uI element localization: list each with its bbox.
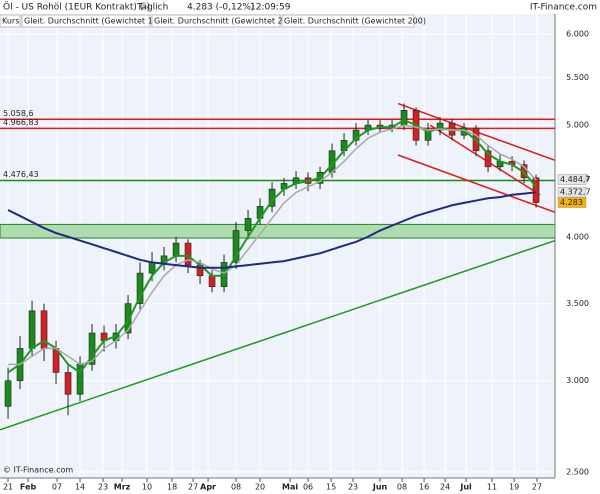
x-tick-label: 20 bbox=[255, 483, 265, 492]
y-tick-label: 6.000 bbox=[566, 29, 589, 38]
price-tag bbox=[557, 186, 587, 198]
moving-average bbox=[8, 124, 537, 366]
plot-bg bbox=[0, 14, 555, 478]
legend-box bbox=[21, 14, 151, 28]
x-tick-label: 06 bbox=[303, 483, 313, 492]
candle-body bbox=[88, 332, 96, 365]
price-tag-label: 4.283 bbox=[560, 198, 583, 207]
x-tick-label: 10 bbox=[142, 483, 152, 492]
legend-box bbox=[281, 14, 415, 28]
candle-body bbox=[136, 272, 144, 304]
footer: © IT-Finance.com bbox=[3, 466, 73, 475]
x-tick-label: Mai bbox=[282, 483, 298, 492]
title: Öl - US Rohöl (1EUR Kontrakt) (-) bbox=[3, 2, 150, 13]
candle-body bbox=[484, 150, 492, 168]
legend-box bbox=[151, 14, 281, 28]
x-tick-label: 08 bbox=[397, 483, 407, 492]
period: Täglich bbox=[136, 3, 168, 13]
candle-body bbox=[4, 380, 12, 407]
legend-entry: Gleit. Durchschnitt (Gewichtet 10) bbox=[24, 17, 161, 26]
x-tick-label: 23 bbox=[348, 483, 358, 492]
x-tick-label: 19 bbox=[509, 483, 519, 492]
y-tick-label: 5.500 bbox=[566, 73, 589, 82]
legend-entry: Kurs bbox=[2, 17, 19, 26]
x-tick-label: 27 bbox=[532, 483, 542, 492]
legend-entry: Gleit. Durchschnitt (Gewichtet 200) bbox=[284, 17, 426, 26]
x-tick-label: 27 bbox=[188, 483, 198, 492]
price-tag-label: 4.484,7 bbox=[560, 175, 591, 184]
x-tick-label: Feb bbox=[20, 483, 37, 492]
y-tick-label: 3.000 bbox=[566, 376, 589, 385]
legend-entry: Gleit. Durchschnitt (Gewichtet 20) bbox=[154, 17, 291, 26]
level-label: 4.966,83 bbox=[3, 118, 39, 127]
x-tick-label: Jul bbox=[459, 483, 472, 492]
candle-body bbox=[400, 110, 408, 126]
x-tick-label: 24 bbox=[440, 483, 450, 492]
x-tick-label: 16 bbox=[419, 483, 429, 492]
x-tick-label: 23 bbox=[98, 483, 108, 492]
y-tick-label: 2.500 bbox=[566, 467, 589, 476]
price-tag bbox=[557, 197, 587, 208]
x-tick-label: Jun bbox=[372, 483, 388, 492]
trendline bbox=[0, 239, 555, 431]
trendline bbox=[397, 154, 555, 214]
candle-body bbox=[64, 372, 72, 395]
candle-body bbox=[148, 262, 156, 274]
price-tag bbox=[557, 174, 587, 185]
y-tick-label: 4.000 bbox=[566, 232, 589, 241]
x-tick-label: Apr bbox=[200, 483, 216, 492]
candle-body bbox=[244, 218, 252, 231]
y-tick-label: 3.500 bbox=[566, 299, 589, 308]
candle-body bbox=[172, 242, 180, 257]
x-tick-label: 18 bbox=[167, 483, 177, 492]
candle-body bbox=[436, 122, 444, 131]
price-tag-label: 4.372,7 bbox=[560, 188, 591, 197]
level-label: 5.058,6 bbox=[3, 109, 34, 118]
brand: IT-Finance.com bbox=[530, 3, 597, 13]
time: 12:09:59 bbox=[250, 3, 291, 13]
candle-body bbox=[532, 177, 540, 203]
x-tick-label: 15 bbox=[326, 483, 336, 492]
candle-body bbox=[232, 230, 240, 263]
x-tick-label: 21 bbox=[3, 483, 13, 492]
price: 4.283 (-0,12%) bbox=[187, 3, 255, 13]
candle-body bbox=[124, 303, 132, 334]
x-tick-label: 14 bbox=[75, 483, 85, 492]
legend-box bbox=[0, 14, 21, 28]
candle-body bbox=[208, 275, 216, 288]
x-tick-label: 07 bbox=[52, 483, 62, 492]
x-tick-label: 08 bbox=[231, 483, 241, 492]
moving-average bbox=[7, 191, 537, 269]
support-band bbox=[0, 223, 555, 239]
candle-body bbox=[28, 310, 36, 349]
level-label: 4.476,43 bbox=[3, 170, 39, 179]
candle-body bbox=[184, 242, 192, 266]
y-tick-label: 5.000 bbox=[566, 121, 589, 130]
x-tick-label: 11 bbox=[487, 483, 497, 492]
x-tick-label: Mrz bbox=[114, 483, 131, 492]
